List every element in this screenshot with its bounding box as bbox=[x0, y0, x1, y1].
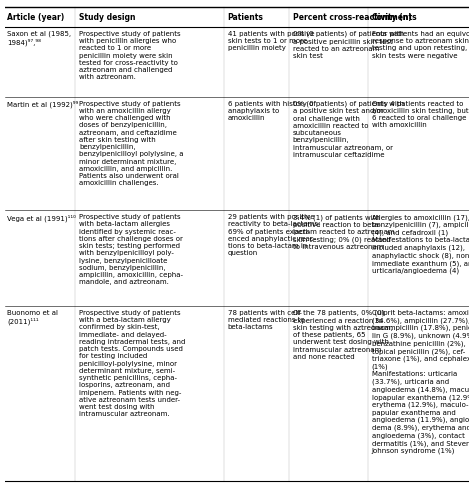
Text: Four patients had an equivocal
response to aztreonam skin
testing and upon retes: Four patients had an equivocal response … bbox=[372, 31, 474, 59]
Text: Culprit beta-lactams: amoxicillin
(34.6%), ampicillin (27.7%),
bacampicillin (17: Culprit beta-lactams: amoxicillin (34.6%… bbox=[372, 310, 474, 455]
Text: Patients: Patients bbox=[228, 13, 264, 22]
Text: Prospective study of patients
with beta-lactam allergies
identified by systemic : Prospective study of patients with beta-… bbox=[79, 214, 183, 285]
Text: Prospective study of patients
with a beta-lactam allergy
confirmed by skin-test,: Prospective study of patients with a bet… bbox=[79, 310, 185, 418]
Text: Only 4 patients reacted to
amoxicillin skin testing, but all
6 reacted to oral c: Only 4 patients reacted to amoxicillin s… bbox=[372, 101, 474, 128]
Text: Percent cross-reactivity (n): Percent cross-reactivity (n) bbox=[293, 13, 411, 22]
Text: Of the 78 patients, 0% (0)
experienced a reaction to
skin testing with aztreonam: Of the 78 patients, 0% (0) experienced a… bbox=[293, 310, 393, 360]
Text: 29 patients with positive
reactivity to beta-lactams;
69% of patients experi-
en: 29 patients with positive reactivity to … bbox=[228, 214, 320, 256]
Text: Prospective study of patients
with an amoxicillin allergy
who were challenged wi: Prospective study of patients with an am… bbox=[79, 101, 183, 186]
Text: 78 patients with cell-
mediated reactions to
beta-lactams: 78 patients with cell- mediated reaction… bbox=[228, 310, 304, 330]
Text: Saxon et al (1985,
1984)⁹⁷,⁹⁸: Saxon et al (1985, 1984)⁹⁷,⁹⁸ bbox=[7, 31, 71, 46]
Text: Martin et al (1992)⁹⁹: Martin et al (1992)⁹⁹ bbox=[7, 101, 78, 108]
Text: Article (year): Article (year) bbox=[7, 13, 64, 22]
Text: Study design: Study design bbox=[79, 13, 136, 22]
Text: Allergies to amoxicillin (17),
benzylpenicillin (7), ampicillin
(4), and cefadro: Allergies to amoxicillin (17), benzylpen… bbox=[372, 214, 474, 274]
Text: 6 patients with history of
anaphylaxis to
amoxicillin: 6 patients with history of anaphylaxis t… bbox=[228, 101, 316, 121]
Text: 0% (0 patients) of patients with
a positive skin test and/or
oral challenge with: 0% (0 patients) of patients with a posit… bbox=[293, 101, 404, 158]
Text: 0% (0 patients) of patients with
a positive penicillin skin test
reacted to an a: 0% (0 patients) of patients with a posit… bbox=[293, 31, 404, 59]
Text: Vega et al (1991)¹¹⁰: Vega et al (1991)¹¹⁰ bbox=[7, 214, 76, 221]
Text: Comments: Comments bbox=[372, 13, 417, 22]
Text: Buonomo et al
(2011)¹¹¹: Buonomo et al (2011)¹¹¹ bbox=[7, 310, 58, 325]
Text: 3.4% (1) of patients with
positive reaction to beta-
lactam reacted to aztreonam: 3.4% (1) of patients with positive react… bbox=[293, 214, 394, 250]
Text: 41 patients with positive
skin tests to 1 or more
penicillin moiety: 41 patients with positive skin tests to … bbox=[228, 31, 314, 51]
Text: Prospective study of patients
with penicillin allergies who
reacted to 1 or more: Prospective study of patients with penic… bbox=[79, 31, 181, 80]
